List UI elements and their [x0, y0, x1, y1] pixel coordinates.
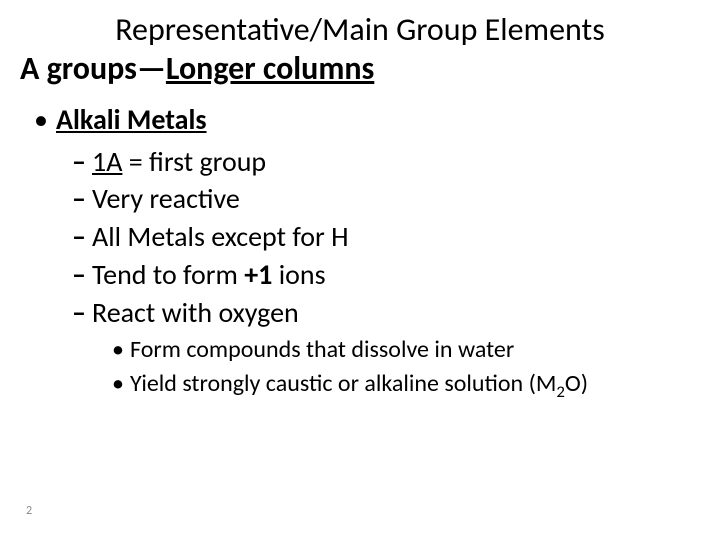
bullet-lvl3-caustic: •Yield strongly caustic or alkaline solu…: [112, 368, 700, 400]
lvl2-1a-rest: = first group: [122, 144, 266, 179]
lvl2-ions-post: ions: [272, 257, 325, 292]
bullet-lvl3-dissolve: •Form compounds that dissolve in water: [112, 334, 700, 366]
bullet-dot-icon: •: [112, 368, 130, 400]
bullet-dot-icon: •: [112, 334, 130, 366]
dash-icon: –: [72, 294, 92, 332]
dash-icon: –: [72, 143, 92, 181]
subtitle-prefix: A groups—: [20, 49, 166, 88]
bullet-lvl2-reactive: –Very reactive: [72, 180, 700, 218]
bullet-lvl1: •Alkali Metals: [34, 102, 700, 137]
subtitle-underlined: Longer columns: [166, 49, 374, 88]
dash-icon: –: [72, 218, 92, 256]
lvl2-ions-bold: +1: [244, 257, 272, 292]
bullet-lvl2-ions: –Tend to form +1 ions: [72, 256, 700, 294]
lvl3-caustic-post: O): [565, 369, 588, 398]
page-number: 2: [26, 504, 32, 518]
lvl1-text: Alkali Metals: [56, 102, 207, 137]
slide-subtitle: A groups—Longer columns: [20, 51, 700, 88]
bullet-lvl2-1a: –1A = first group: [72, 143, 700, 181]
lvl2-reactive-text: Very reactive: [92, 181, 240, 216]
lvl2-oxygen-text: React with oxygen: [92, 295, 299, 330]
lvl2-1a-underlined: 1A: [92, 144, 122, 179]
bullet-lvl2-metals: –All Metals except for H: [72, 218, 700, 256]
lvl2-metals-text: All Metals except for H: [92, 219, 349, 254]
slide: Representative/Main Group Elements A gro…: [0, 0, 720, 540]
dash-icon: –: [72, 180, 92, 218]
dash-icon: –: [72, 256, 92, 294]
bullet-dot-icon: •: [34, 102, 56, 137]
slide-title: Representative/Main Group Elements: [20, 12, 700, 49]
lvl3-caustic-pre: Yield strongly caustic or alkaline solut…: [130, 369, 556, 398]
bullet-lvl2-oxygen: –React with oxygen: [72, 294, 700, 332]
lvl3-caustic-sub: 2: [556, 381, 565, 402]
lvl3-dissolve-text: Form compounds that dissolve in water: [130, 335, 514, 364]
lvl2-ions-pre: Tend to form: [92, 257, 244, 292]
